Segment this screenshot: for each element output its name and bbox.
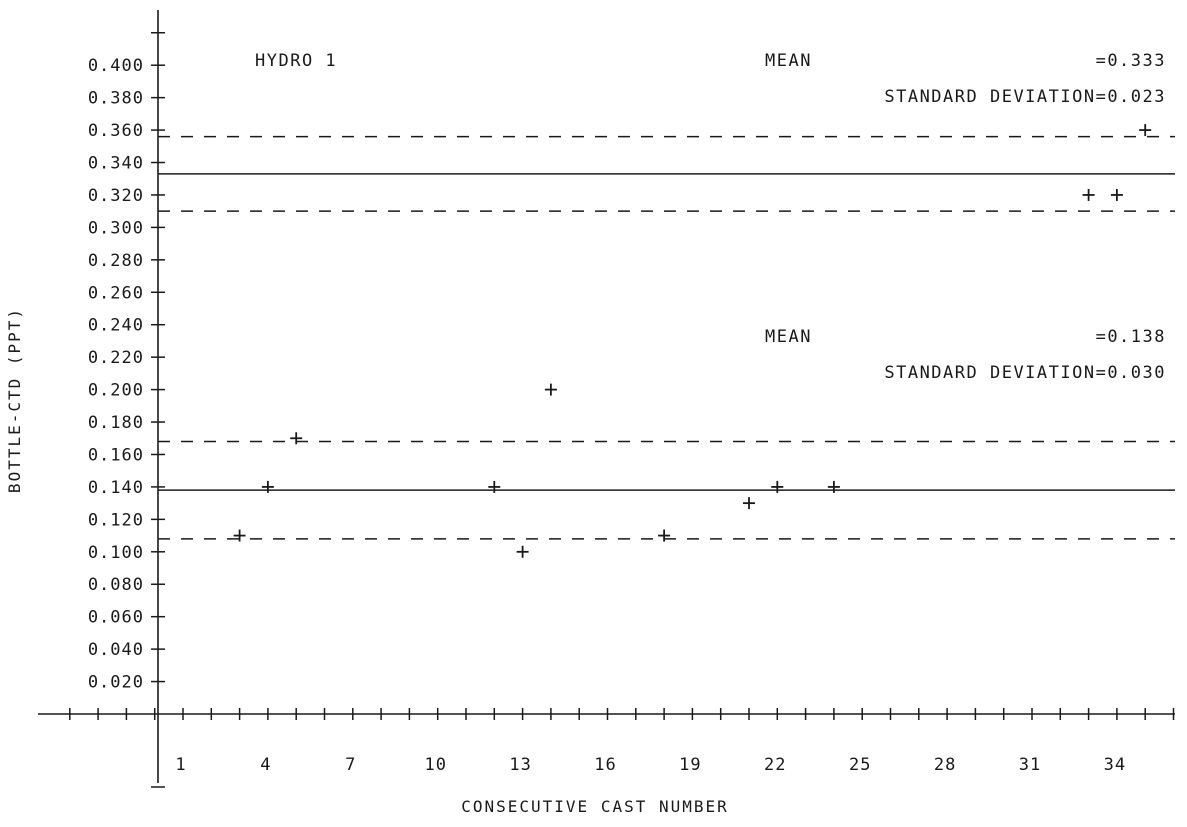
y-tick-label: 0.180 xyxy=(88,413,144,433)
data-point xyxy=(1110,188,1123,201)
reference-lines xyxy=(158,135,1175,540)
y-tick-label: 0.380 xyxy=(88,89,144,109)
upper-mean-label: MEAN xyxy=(765,51,812,71)
y-tick-label: 0.300 xyxy=(88,218,144,238)
data-point xyxy=(658,529,671,542)
data-point xyxy=(516,545,529,558)
data-points xyxy=(233,124,1152,558)
x-tick-label: 34 xyxy=(1104,755,1126,775)
y-tick-label: 0.220 xyxy=(88,348,144,368)
hydro-label: HYDRO 1 xyxy=(255,51,337,71)
x-tick-label: 25 xyxy=(849,755,871,775)
x-tick-label: 22 xyxy=(764,755,786,775)
y-tick-label: 0.260 xyxy=(88,283,144,303)
data-point xyxy=(1139,124,1152,137)
y-tick-label: 0.100 xyxy=(88,543,144,563)
y-tick-label: 0.320 xyxy=(88,186,144,206)
data-point xyxy=(771,480,784,493)
y-tick-label: 0.400 xyxy=(88,56,144,76)
y-tick-label: 0.340 xyxy=(88,154,144,174)
y-tick-label: 0.360 xyxy=(88,121,144,141)
y-tick-label: 0.140 xyxy=(88,478,144,498)
upper-mean-value: =0.333 xyxy=(1096,51,1166,71)
data-point xyxy=(743,497,755,510)
y-tick-label: 0.240 xyxy=(88,316,144,336)
lower-standard-deviation: STANDARD DEVIATION=0.030 xyxy=(884,363,1166,383)
y-tick-label: 0.120 xyxy=(88,510,144,530)
y-tick-label: 0.160 xyxy=(88,445,144,465)
x-ticks: 1 4 7 10 13 16 19 22 25 28 31 34 xyxy=(69,708,1175,775)
x-tick-label: 19 xyxy=(679,755,701,775)
x-tick-label: 16 xyxy=(594,755,616,775)
x-tick-label: 4 xyxy=(260,755,271,775)
data-point xyxy=(1082,188,1095,201)
y-tick-label: 0.080 xyxy=(88,575,144,595)
y-tick-label: 0.280 xyxy=(88,251,144,271)
y-tick-label: 0.020 xyxy=(88,673,144,693)
x-tick-label: 10 xyxy=(424,755,446,775)
x-tick-label: 1 xyxy=(175,755,186,775)
x-axis-title: CONSECUTIVE CAST NUMBER xyxy=(461,797,729,816)
y-tick-label: 0.200 xyxy=(88,381,144,401)
data-point xyxy=(261,480,274,493)
x-tick-label: 31 xyxy=(1019,755,1041,775)
y-ticks: 0.020 0.040 0.060 0.080 0.100 0.120 0.140 0.160… xyxy=(88,32,165,788)
lower-mean-value: =0.138 xyxy=(1096,327,1166,347)
upper-standard-deviation: STANDARD DEVIATION=0.023 xyxy=(884,87,1166,107)
y-tick-label: 0.040 xyxy=(88,640,144,660)
y-axis-title: BOTTLE-CTD (PPT) xyxy=(5,307,24,493)
data-point xyxy=(290,432,303,445)
x-tick-label: 7 xyxy=(345,755,356,775)
axes xyxy=(38,10,1175,783)
y-tick-label: 0.060 xyxy=(88,608,144,628)
data-point xyxy=(233,529,246,542)
data-point xyxy=(544,383,557,396)
x-tick-label: 13 xyxy=(509,755,531,775)
data-point xyxy=(827,480,840,493)
lower-mean-label: MEAN xyxy=(765,327,812,347)
x-tick-label: 28 xyxy=(934,755,956,775)
data-point xyxy=(488,480,501,493)
